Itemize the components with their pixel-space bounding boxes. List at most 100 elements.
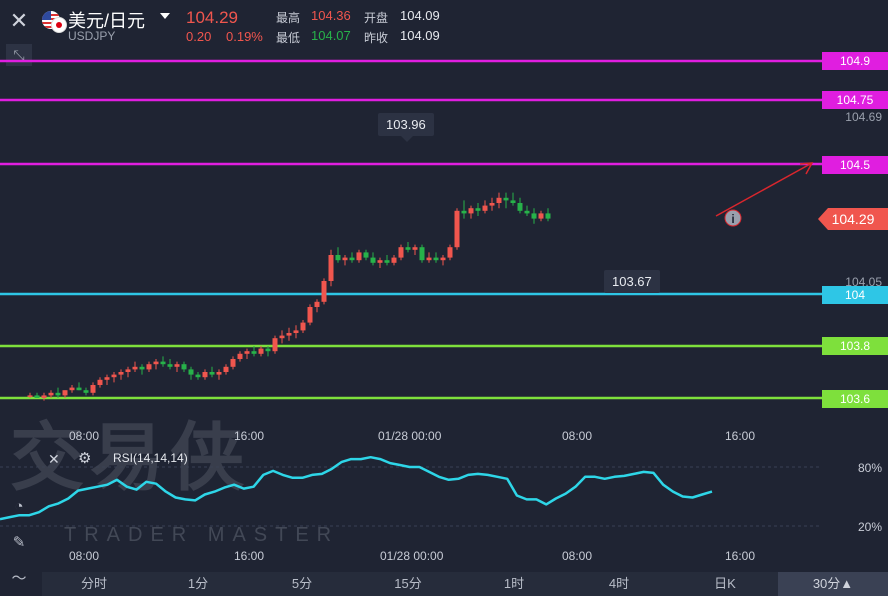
candle-body xyxy=(328,255,334,281)
candle-body xyxy=(524,210,530,214)
candle-body xyxy=(538,213,544,219)
tab-daily[interactable]: 日K xyxy=(714,576,736,591)
candle-body xyxy=(251,351,257,354)
time-label: 01/28 00:00 xyxy=(378,429,442,443)
eye-off-icon[interactable]: ✕ xyxy=(48,451,60,467)
price-chart[interactable]: i xyxy=(0,0,888,572)
info-glyph: i xyxy=(731,212,734,226)
caret-down-icon[interactable] xyxy=(160,13,170,19)
candle-body xyxy=(475,208,481,211)
candle-body xyxy=(174,364,180,367)
candle-body xyxy=(349,257,355,261)
candle-body xyxy=(160,361,166,365)
candle-body xyxy=(69,387,75,391)
indicator-icon[interactable]: ◔ xyxy=(14,498,24,515)
settings-icon[interactable]: ⚙ xyxy=(78,450,92,467)
rsi-time-label: 01/28 00:00 xyxy=(380,549,444,563)
candle-body xyxy=(132,366,138,370)
level-tag-104: 104 xyxy=(822,286,888,304)
tab-1min[interactable]: 1分 xyxy=(187,576,209,591)
candle-body xyxy=(202,372,208,378)
prev-close-label: 昨收 xyxy=(364,31,389,45)
candle-body xyxy=(517,203,523,211)
candle-body xyxy=(146,364,152,370)
candle-body xyxy=(300,322,306,331)
candle-body xyxy=(55,392,61,396)
jp-flag-icon xyxy=(51,17,67,33)
candle-body xyxy=(335,255,341,261)
tab-1h[interactable]: 1时 xyxy=(503,576,525,591)
candle-body xyxy=(209,372,215,375)
low-value: 104.07 xyxy=(311,28,351,43)
wave-icon[interactable]: 〜 xyxy=(11,570,27,587)
axis-label-104-69: 104.69 xyxy=(845,110,882,124)
level-tag-104-5: 104.5 xyxy=(822,156,888,174)
price-change-pct: 0.19% xyxy=(226,29,263,44)
open-value: 104.09 xyxy=(400,8,440,23)
candle-body xyxy=(510,200,516,203)
rsi-line xyxy=(0,455,713,521)
candle-body xyxy=(90,385,96,393)
candle-body xyxy=(111,374,117,378)
tab-5min[interactable]: 5分 xyxy=(291,576,313,591)
candle-body xyxy=(34,395,40,398)
candle-body xyxy=(153,361,159,365)
candle-body xyxy=(83,390,89,393)
tab-4h[interactable]: 4时 xyxy=(608,576,630,591)
candle-body xyxy=(342,257,348,261)
rsi-time-label: 16:00 xyxy=(725,549,756,563)
price-change: 0.20 xyxy=(186,29,212,44)
candle-body xyxy=(363,252,369,258)
tab-30min[interactable]: 30分▲ xyxy=(778,572,888,596)
candle-body xyxy=(440,257,446,261)
watermark-subtitle: TRADER MASTER xyxy=(64,524,340,546)
candle-body xyxy=(370,257,376,263)
candle-body xyxy=(412,247,418,250)
candle-body xyxy=(27,395,33,397)
level-tag-104-75: 104.75 xyxy=(822,91,888,109)
candle-body xyxy=(216,372,222,375)
candle-body xyxy=(97,379,103,385)
high-value: 104.36 xyxy=(311,8,351,23)
candle-body xyxy=(167,364,173,367)
candle-body xyxy=(76,387,82,391)
candle-body xyxy=(293,330,299,333)
prev-close-value: 104.09 xyxy=(400,28,440,43)
candle-body xyxy=(433,257,439,261)
high-label: 最高 xyxy=(276,11,301,25)
candle-body xyxy=(258,348,264,354)
candle-body xyxy=(104,377,110,380)
time-label: 08:00 xyxy=(562,429,593,443)
tab-15min[interactable]: 15分 xyxy=(394,576,422,591)
watermark-title: 交易侠 xyxy=(10,416,250,499)
candle-body xyxy=(181,364,187,370)
candle-body xyxy=(503,197,509,201)
candle-body xyxy=(125,369,131,372)
low-callout: 103.67 xyxy=(604,270,660,293)
candle-body xyxy=(545,213,551,219)
time-label: 08:00 xyxy=(69,429,100,443)
tab-fenshi[interactable]: 分时 xyxy=(80,576,107,591)
candle-body xyxy=(468,208,474,214)
candle-body xyxy=(398,247,404,258)
candle-body xyxy=(461,210,467,214)
current-price-tag: 104.29 xyxy=(818,208,888,230)
trend-arrow xyxy=(715,162,813,217)
candle-body xyxy=(237,353,243,359)
candle-body xyxy=(391,257,397,263)
pencil-icon[interactable]: ✎ xyxy=(12,534,26,551)
arrow-head-icon xyxy=(799,162,814,175)
low-label: 最低 xyxy=(276,31,301,45)
candle-body xyxy=(321,281,327,302)
candle-body xyxy=(62,390,68,396)
candle-body xyxy=(314,301,320,307)
candle-body xyxy=(272,338,278,352)
candle-body xyxy=(188,369,194,375)
info-icon[interactable] xyxy=(724,209,742,227)
candle-body xyxy=(454,210,460,248)
candle-body xyxy=(356,252,362,261)
open-label: 开盘 xyxy=(364,11,389,25)
pair-name[interactable]: 美元/日元 xyxy=(68,11,146,31)
candle-body xyxy=(41,395,47,398)
close-icon[interactable]: ✕ xyxy=(9,8,29,33)
